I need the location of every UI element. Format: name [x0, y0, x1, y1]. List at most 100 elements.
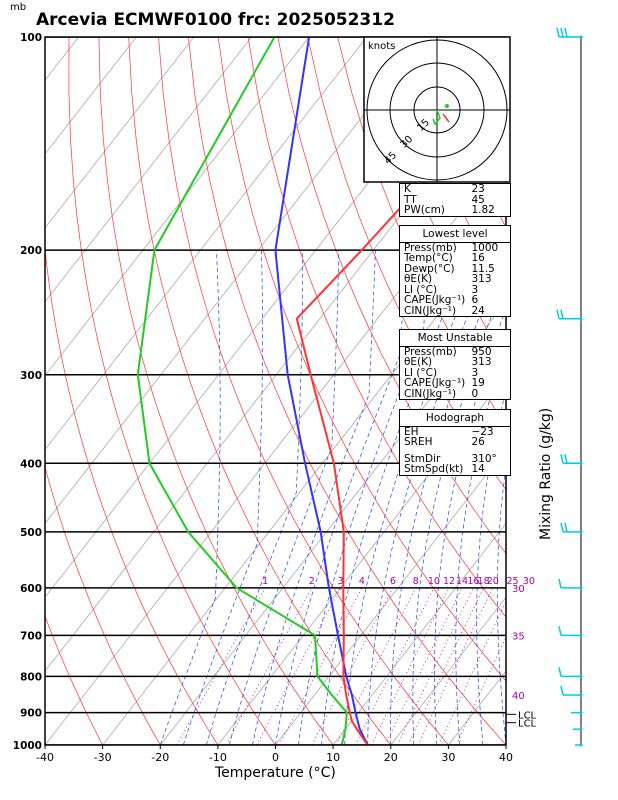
- pressure-tick-label: 800: [20, 671, 42, 683]
- isotherm-line: [45, 37, 425, 525]
- index-key: PW(cm): [404, 204, 445, 216]
- dry-adiabat-line: [128, 37, 392, 745]
- index-row: K 23: [400, 184, 510, 195]
- dry-adiabat-line: [576, 37, 618, 745]
- temperature-line: [295, 67, 506, 745]
- index-key: CIN(Jkg⁻¹): [404, 304, 457, 317]
- wind-barb-dot: [579, 35, 583, 39]
- index-row: LI (°C) 3: [400, 283, 510, 296]
- wind-barb-feather: [560, 27, 564, 38]
- wind-barb-dot: [579, 317, 583, 321]
- index-row: LI (°C) 3: [400, 367, 510, 379]
- theta-e-label: 35: [512, 631, 525, 642]
- index-value: 45: [471, 193, 485, 206]
- hodograph-unit-label: knots: [368, 41, 395, 52]
- index-row: Temp(°C) 16: [400, 253, 510, 264]
- x-tick-label: -10: [209, 751, 227, 764]
- index-key: EH: [404, 425, 419, 438]
- isotherm-line: [102, 227, 506, 745]
- index-key: StmDir: [404, 452, 441, 465]
- mixing-ratio-label: 10: [428, 576, 440, 587]
- index-key: Press(mb): [404, 241, 457, 254]
- index-panel-hodograph: Hodograph EH −23 SREH 26 StmDir 310° StmSpd…: [399, 409, 511, 476]
- isotherm-line: [332, 522, 506, 745]
- hodograph-ring: [413, 86, 461, 134]
- wind-barb-feather: [560, 309, 564, 319]
- pressure-tick-label: 300: [20, 370, 42, 382]
- moist-adiabat-line: [344, 249, 482, 745]
- dry-adiabat-line: [45, 247, 219, 745]
- hodograph-point: [445, 104, 449, 108]
- index-key: Press(mb): [404, 345, 457, 358]
- index-row: CAPE(Jkg⁻¹) 19: [400, 378, 510, 389]
- wind-barb-dot: [579, 727, 583, 731]
- mixing-ratio-line: [407, 587, 484, 745]
- mixing-ratio-line: [311, 587, 394, 745]
- index-row: StmSpd(kt) 14: [400, 464, 510, 475]
- index-key: TT: [404, 193, 417, 206]
- chart-title: Arcevia ECMWF0100 frc: 2025052312: [36, 10, 395, 30]
- wind-barb-feather: [556, 309, 560, 319]
- pressure-tick-label: 100: [20, 32, 42, 44]
- moist-adiabat-line: [367, 249, 494, 745]
- parcel-line: [274, 37, 369, 745]
- dry-adiabat-line: [517, 37, 618, 745]
- wind-barb-dot: [579, 693, 583, 697]
- index-value: 19: [471, 377, 485, 389]
- plot-area: [45, 37, 618, 745]
- dry-adiabat-line: [217, 37, 506, 682]
- dry-adiabat-line: [188, 37, 506, 745]
- section-header: Lowest level: [400, 226, 510, 243]
- wind-barb-feather: [558, 667, 562, 677]
- index-panel-unstable: Most Unstable Press(mb) 950 θE(K) 313 LI (…: [399, 329, 511, 400]
- wind-barb-feather: [564, 522, 568, 533]
- section-header: Hodograph: [400, 410, 510, 427]
- index-value: 3: [471, 283, 479, 296]
- x-axis-label: Temperature (°C): [215, 765, 336, 781]
- mixing-ratio-label: 18: [478, 576, 490, 587]
- index-panel-lowest: Lowest level Press(mb) 1000 Temp(°C) 16 De…: [399, 225, 511, 317]
- index-row: PW(cm) 1.82: [400, 205, 510, 216]
- dry-adiabat-line: [277, 37, 506, 555]
- pressure-tick-label: 700: [20, 630, 42, 642]
- section-header: Most Unstable: [400, 330, 510, 347]
- dewpoint-line: [136, 37, 348, 745]
- dry-adiabat-line: [98, 37, 334, 745]
- index-value: −23: [471, 425, 494, 438]
- index-value: 1.82: [471, 204, 495, 216]
- mixing-ratio-line: [384, 587, 463, 745]
- moist-adiabat-line: [275, 250, 406, 745]
- index-value: 26: [471, 436, 485, 448]
- index-key: CAPE(Jkg⁻¹): [404, 377, 466, 389]
- hodograph-ring: [366, 39, 508, 181]
- index-value: 0: [471, 387, 479, 400]
- index-key: CIN(Jkg⁻¹): [404, 387, 457, 400]
- x-tick-label: 0: [272, 751, 279, 764]
- mixing-ratio-label: 8: [413, 576, 419, 587]
- dry-adiabat-line: [68, 37, 276, 745]
- index-key: Temp(°C): [404, 252, 453, 264]
- moist-adiabat-line: [182, 250, 263, 745]
- index-key: LI (°C): [404, 283, 438, 296]
- isotherm-line: [45, 37, 252, 303]
- index-key: CAPE(Jkg⁻¹): [404, 294, 466, 306]
- mixing-ratio-label: 1: [262, 576, 268, 587]
- mixing-ratio-label: 12: [443, 576, 455, 587]
- isotherm-line: [45, 37, 195, 229]
- dry-adiabat-line: [606, 37, 618, 745]
- x-tick-label: 20: [384, 751, 398, 764]
- mixing-ratio-line: [278, 587, 363, 745]
- moist-adiabat-line: [390, 249, 506, 745]
- index-key: θE(K): [404, 356, 433, 368]
- pressure-tick-label: 200: [20, 245, 42, 257]
- dry-adiabat-line: [45, 615, 103, 745]
- mixing-ratio-label: 25: [506, 576, 518, 587]
- index-value: 23: [471, 183, 485, 195]
- dry-adiabat-line: [367, 37, 506, 362]
- storm-motion-marker: [442, 113, 450, 123]
- index-value: 6: [471, 294, 479, 306]
- wind-barb-dot: [579, 586, 583, 590]
- wind-barb-feather: [560, 522, 564, 533]
- x-tick-label: -40: [36, 751, 54, 764]
